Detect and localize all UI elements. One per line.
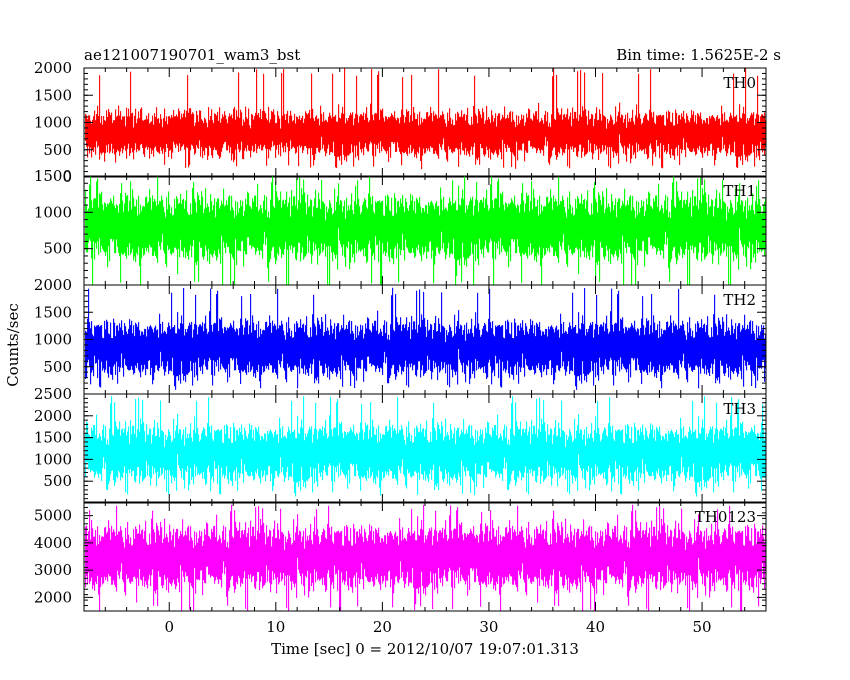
y-tick-label: 2000 [34,588,72,606]
y-tick-label: 5000 [34,507,72,525]
y-tick-label: 1000 [34,114,72,132]
series-label-th3: TH3 [723,400,756,418]
y-tick-label: 2000 [34,407,72,425]
y-tick-label: 2000 [34,276,72,294]
x-axis: 0 10 20 30 40 50 [164,618,711,636]
series-th0-line [85,68,766,170]
x-tick-label: 30 [479,618,498,636]
series-th3-line [85,396,766,497]
x-tick-label: 50 [693,618,712,636]
y-tick-label: 500 [43,141,72,159]
y-tick-label: 1500 [34,429,72,447]
series-label-th0: TH0 [723,74,756,92]
y-tick-label: 4000 [34,534,72,552]
y-tick-label: 500 [43,240,72,258]
y-axis-label: Counts/sec [4,303,22,387]
panel-th2: 500 1000 1500 2000 TH2 [34,276,767,395]
series-th2-line [85,287,766,390]
y-tick-label: 3000 [34,561,72,579]
x-tick-label: 0 [164,618,174,636]
series-th0123-line [85,504,766,611]
y-tick-label: 1500 [34,303,72,321]
y-tick-label: 1500 [34,167,72,185]
x-tick-label: 10 [266,618,285,636]
panel-th0: 0 500 1000 1500 2000 TH0 [34,59,767,186]
panels-group: 0 500 1000 1500 2000 TH0 500 1000 1500 TH1 500 1000… [34,59,767,612]
x-tick-label: 40 [586,618,605,636]
y-tick-label: 2000 [34,59,72,77]
series-th1-line [85,176,766,285]
y-tick-label: 1000 [34,203,72,221]
series-label-th0123: TH0123 [695,508,756,526]
series-label-th1: TH1 [723,182,756,200]
y-tick-label: 1000 [34,450,72,468]
y-tick-label: 2500 [34,385,72,403]
panel-th1: 500 1000 1500 TH1 [34,167,767,286]
panel-th0123: 2000 3000 4000 5000 TH0123 [34,501,767,612]
y-tick-label: 0 [62,168,72,186]
chart-title-right: Bin time: 1.5625E-2 s [616,46,781,64]
y-tick-label: 500 [43,358,72,376]
series-label-th2: TH2 [723,291,756,309]
y-tick-label: 500 [43,472,72,490]
y-tick-label: 1500 [34,86,72,104]
x-axis-label: Time [sec] 0 = 2012/10/07 19:07:01.313 [271,640,579,658]
chart-title-left: ae121007190701_wam3_bst [84,46,300,64]
x-tick-label: 20 [373,618,392,636]
y-tick-label: 1000 [34,331,72,349]
panel-th3: 500 1000 1500 2000 2500 TH3 [34,385,767,504]
